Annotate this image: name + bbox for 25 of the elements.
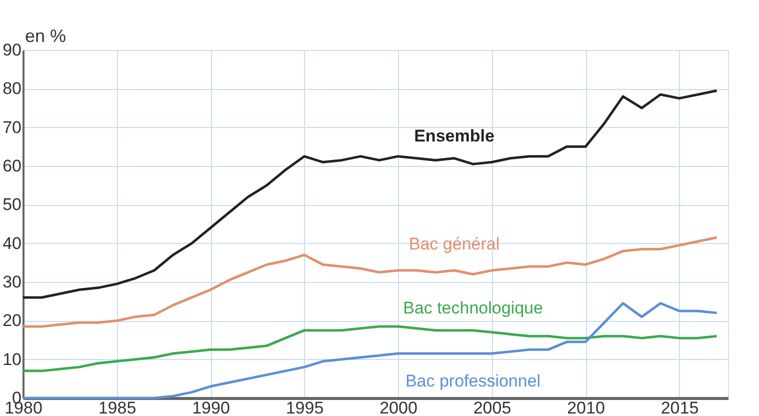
y-tick-label: 20	[2, 311, 22, 330]
x-tick-label: 1990	[192, 398, 230, 416]
y-tick-label: 30	[2, 272, 22, 292]
y-axis-title: en %	[25, 26, 66, 46]
x-tick-label: 1995	[286, 398, 324, 416]
y-tick-label: 70	[2, 118, 22, 137]
x-tick-label: 2015	[660, 398, 699, 416]
x-tick-label: 2000	[380, 398, 418, 416]
x-tick-label: 1985	[98, 398, 136, 416]
x-tick-label: 2010	[567, 398, 605, 416]
line-series	[22, 325, 718, 372]
y-tick-label: 10	[2, 350, 22, 369]
series-label: Bac technologique	[403, 298, 543, 318]
line-series	[22, 89, 718, 299]
series-label: Bac professionnel	[405, 372, 541, 391]
y-tick-label: 80	[2, 79, 22, 98]
y-tick-label: 90	[2, 40, 22, 60]
y-tick-label: 50	[2, 195, 22, 214]
series-label: Ensemble	[414, 126, 494, 146]
x-tick-label: 2005	[473, 398, 512, 416]
y-tick-label: 60	[2, 156, 22, 176]
series-label: Bac général	[408, 234, 500, 254]
y-tick-label: 40	[2, 234, 22, 253]
line-series	[22, 236, 718, 328]
line-series	[22, 302, 718, 400]
